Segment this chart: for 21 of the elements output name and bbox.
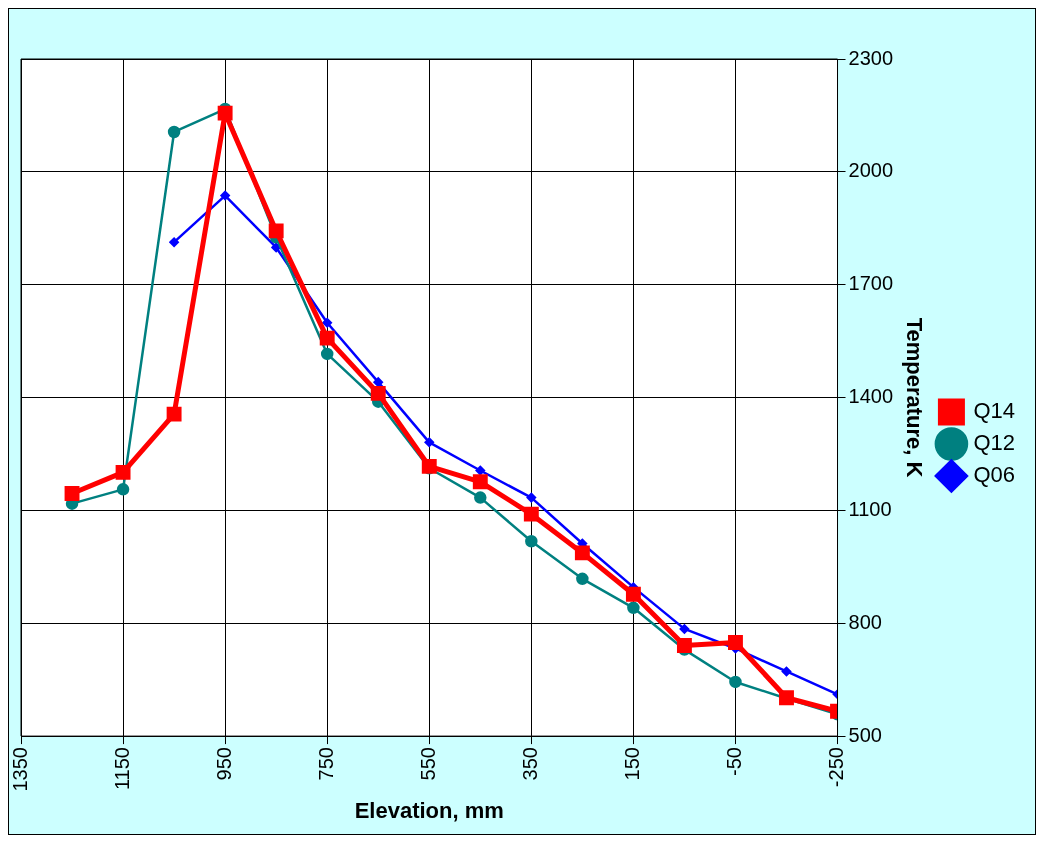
x-tick-label: 1150 <box>110 747 133 791</box>
y-axis-title: Temperature, K <box>902 317 928 478</box>
y-tick-label: 2000 <box>848 159 894 182</box>
x-tick-label: 1350 <box>8 747 31 792</box>
x-tick-label: -250 <box>825 747 848 788</box>
x-tick-label: -50 <box>722 747 745 777</box>
y-tick-label: 800 <box>848 610 882 633</box>
y-tick-label: 1100 <box>848 497 892 520</box>
legend-label: Q12 <box>973 430 1016 456</box>
y-tick-label: 500 <box>848 723 882 746</box>
y-tick-label: 1400 <box>848 385 894 408</box>
y-tick-label: 2300 <box>848 46 894 69</box>
x-tick-label: 150 <box>620 747 643 781</box>
y-tick-label: 1700 <box>848 272 894 295</box>
legend-label: Q06 <box>973 462 1016 488</box>
x-tick-label: 750 <box>314 747 337 781</box>
x-tick-label: 550 <box>416 747 439 781</box>
x-tick-label: 950 <box>212 747 235 781</box>
legend-label: Q14 <box>973 398 1016 424</box>
x-tick-label: 350 <box>518 747 541 781</box>
x-axis-title: Elevation, mm <box>354 797 504 823</box>
